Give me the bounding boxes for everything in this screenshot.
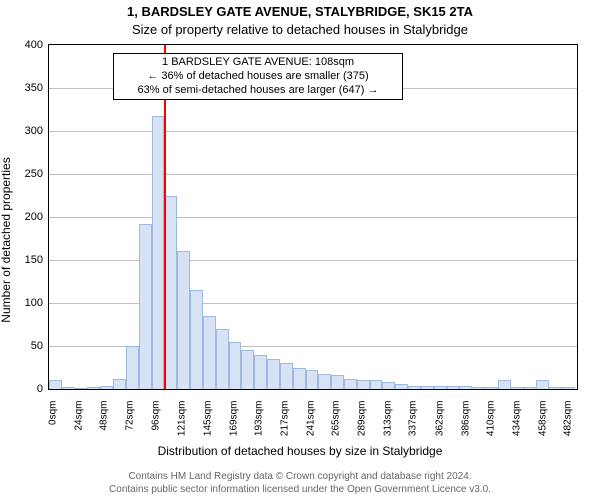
histogram-bar xyxy=(421,386,434,389)
grid-line xyxy=(49,174,577,175)
y-tick-label: 100 xyxy=(25,297,43,309)
y-axis-label: Number of detached properties xyxy=(0,157,13,322)
histogram-bar xyxy=(139,224,152,389)
x-tick-label: 482sqm xyxy=(563,401,574,437)
histogram-bar xyxy=(87,387,100,389)
histogram-bar xyxy=(331,375,344,389)
histogram-bar xyxy=(293,368,306,389)
histogram-bar xyxy=(49,380,62,389)
histogram-bar xyxy=(318,374,331,389)
y-tick-label: 300 xyxy=(25,125,43,137)
histogram-bar xyxy=(203,316,216,389)
histogram-bar xyxy=(511,387,524,389)
histogram-bar xyxy=(254,355,267,389)
x-tick-label: 169sqm xyxy=(228,401,239,437)
annotation-line-3: 63% of semi-detached houses are larger (… xyxy=(120,84,396,98)
x-tick-label: 265sqm xyxy=(331,401,342,437)
histogram-bar xyxy=(447,386,460,389)
x-tick-label: 434sqm xyxy=(511,401,522,437)
x-tick-label: 96sqm xyxy=(150,401,161,431)
x-tick-label: 337sqm xyxy=(408,401,419,437)
histogram-bar xyxy=(408,386,421,389)
x-tick-label: 386sqm xyxy=(460,401,471,437)
histogram-bar xyxy=(241,350,254,389)
x-tick-label: 72sqm xyxy=(124,401,135,431)
histogram-bar xyxy=(229,342,242,389)
histogram-bar xyxy=(152,116,165,389)
x-tick-label: 289sqm xyxy=(356,401,367,437)
histogram-bar xyxy=(126,346,139,389)
histogram-bar xyxy=(549,387,562,389)
histogram-bar xyxy=(434,386,447,389)
grid-line xyxy=(49,303,577,304)
x-tick-label: 0sqm xyxy=(48,401,59,425)
footer-line-1: Contains HM Land Registry data © Crown c… xyxy=(0,470,600,483)
histogram-bar xyxy=(75,388,88,389)
histogram-bar xyxy=(62,387,75,389)
histogram-bar xyxy=(524,387,537,389)
footer-line-2: Contains public sector information licen… xyxy=(0,483,600,496)
y-tick-label: 400 xyxy=(25,39,43,51)
x-tick-label: 24sqm xyxy=(73,401,84,431)
grid-line xyxy=(49,131,577,132)
histogram-bar xyxy=(100,386,113,389)
y-tick-label: 350 xyxy=(25,82,43,94)
histogram-bar xyxy=(562,387,575,389)
x-tick-label: 241sqm xyxy=(305,401,316,437)
x-tick-label: 313sqm xyxy=(382,401,393,437)
histogram-bar xyxy=(280,363,293,389)
histogram-bar xyxy=(370,380,383,389)
x-tick-label: 410sqm xyxy=(486,401,497,437)
histogram-bar xyxy=(382,382,395,389)
x-axis-label: Distribution of detached houses by size … xyxy=(0,444,600,458)
histogram-plot: 0501001502002503003504000sqm24sqm48sqm72… xyxy=(48,44,578,390)
histogram-bar xyxy=(485,387,498,389)
histogram-bar xyxy=(177,251,190,389)
x-tick-label: 217sqm xyxy=(279,401,290,437)
grid-line xyxy=(49,260,577,261)
histogram-bar xyxy=(113,379,126,389)
histogram-bar xyxy=(216,329,229,389)
x-tick-label: 48sqm xyxy=(99,401,110,431)
page-subtitle: Size of property relative to detached ho… xyxy=(0,22,600,37)
y-tick-label: 50 xyxy=(31,340,43,352)
histogram-bar xyxy=(306,370,319,389)
histogram-bar xyxy=(190,290,203,389)
footer: Contains HM Land Registry data © Crown c… xyxy=(0,470,600,496)
annotation-line-2: ← 36% of detached houses are smaller (37… xyxy=(120,70,396,84)
histogram-bar xyxy=(536,380,549,389)
annotation-line-1: 1 BARDSLEY GATE AVENUE: 108sqm xyxy=(120,56,396,70)
x-tick-label: 193sqm xyxy=(254,401,265,437)
y-tick-label: 200 xyxy=(25,211,43,223)
histogram-bar xyxy=(498,380,511,389)
y-tick-label: 150 xyxy=(25,254,43,266)
histogram-bar xyxy=(395,384,408,389)
grid-line xyxy=(49,217,577,218)
histogram-bar xyxy=(267,359,280,389)
histogram-bar xyxy=(459,386,472,389)
histogram-bar xyxy=(472,387,485,389)
x-tick-label: 362sqm xyxy=(434,401,445,437)
x-tick-label: 121sqm xyxy=(177,401,188,437)
x-tick-label: 145sqm xyxy=(202,401,213,437)
histogram-bar xyxy=(357,380,370,389)
x-tick-label: 458sqm xyxy=(537,401,548,437)
y-tick-label: 0 xyxy=(37,383,43,395)
y-tick-label: 250 xyxy=(25,168,43,180)
annotation-box: 1 BARDSLEY GATE AVENUE: 108sqm ← 36% of … xyxy=(113,53,403,100)
histogram-bar xyxy=(344,379,357,389)
page-title: 1, BARDSLEY GATE AVENUE, STALYBRIDGE, SK… xyxy=(0,4,600,19)
